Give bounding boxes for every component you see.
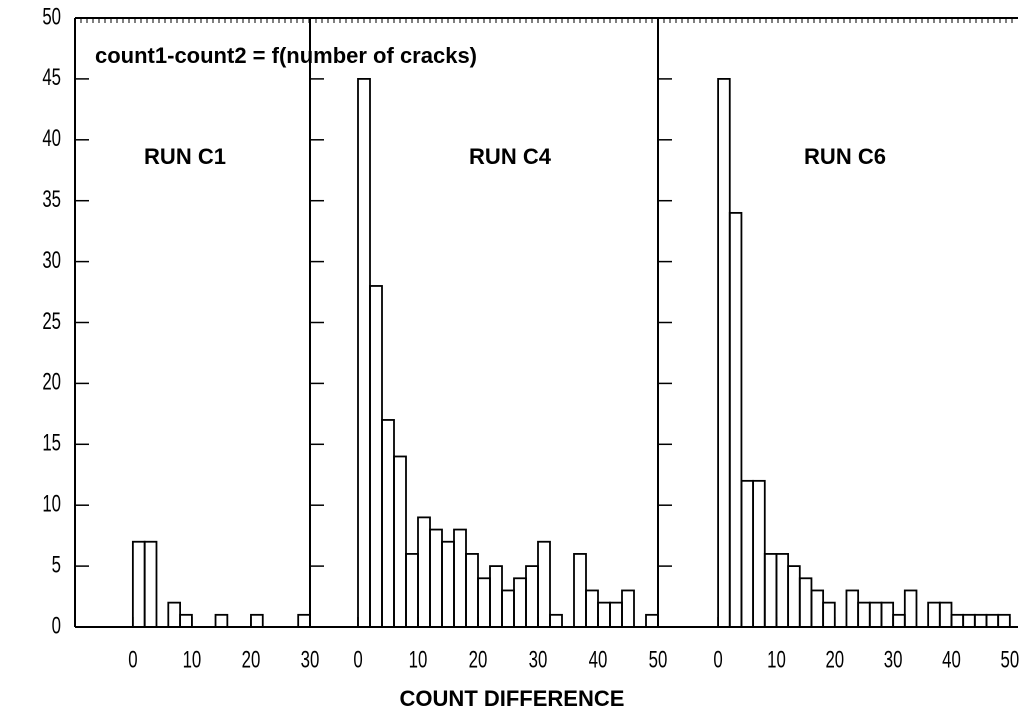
panel-label: RUN C6	[804, 144, 886, 169]
y-tick-label: 45	[42, 64, 61, 91]
histogram-bar	[609, 601, 623, 628]
x-tick-label: 50	[1000, 646, 1019, 673]
histogram-bar	[787, 565, 801, 628]
histogram-bar	[845, 589, 860, 628]
x-tick-label: 20	[242, 646, 261, 673]
x-axis-label: COUNT DIFFERENCE	[400, 686, 625, 711]
x-tick-label: 10	[183, 646, 202, 673]
y-tick-label: 40	[42, 125, 61, 152]
histogram-bar	[880, 601, 895, 628]
panel-label: RUN C4	[469, 144, 552, 169]
x-tick-label: 50	[649, 646, 668, 673]
x-tick-label: 0	[713, 646, 722, 673]
histogram-bar	[822, 601, 836, 628]
histogram-bar	[927, 601, 941, 628]
histogram-bar	[214, 613, 229, 628]
histogram-bar	[717, 78, 731, 628]
y-tick-label: 50	[42, 3, 61, 30]
x-tick-label: 20	[825, 646, 844, 673]
y-tick-label: 35	[42, 186, 61, 213]
histogram-bar	[810, 589, 825, 628]
x-tick-label: 30	[884, 646, 903, 673]
histogram-bar	[143, 540, 158, 628]
y-tick-label: 0	[52, 612, 61, 639]
histogram-bar	[573, 553, 587, 628]
histogram-bar	[962, 613, 976, 628]
histogram-bar	[868, 601, 883, 628]
histogram-bar	[405, 553, 419, 628]
y-tick-label: 15	[42, 430, 61, 457]
histogram-bar	[740, 479, 755, 628]
histogram-bar	[597, 601, 611, 628]
histogram-bar	[250, 613, 264, 628]
histogram-bar	[417, 516, 431, 628]
histogram-bar	[357, 78, 371, 628]
x-tick-label: 10	[767, 646, 786, 673]
x-tick-label: 30	[301, 646, 320, 673]
x-tick-label: 40	[589, 646, 608, 673]
histogram-bar	[381, 419, 395, 628]
x-tick-label: 40	[942, 646, 961, 673]
x-tick-label: 0	[353, 646, 362, 673]
histogram-bar	[903, 589, 918, 628]
histogram-bar	[297, 613, 311, 628]
histogram-bar	[429, 528, 443, 628]
histogram-bar	[763, 553, 778, 628]
histogram-bar	[465, 553, 479, 628]
histogram-bar	[973, 613, 988, 628]
histogram-bar	[950, 613, 965, 628]
histogram-bar	[752, 479, 766, 628]
y-tick-label: 20	[42, 369, 61, 396]
y-tick-label: 10	[42, 491, 61, 518]
histogram-bar	[985, 613, 1000, 628]
histogram-bar	[938, 601, 953, 628]
histogram-bar	[393, 455, 407, 628]
histogram-bar	[997, 613, 1011, 628]
histogram-bar	[621, 589, 635, 628]
histogram-bar	[537, 540, 551, 628]
histogram-bar	[585, 589, 599, 628]
chart-title: count1-count2 = f(number of cracks)	[95, 43, 477, 68]
histogram-bar	[477, 577, 491, 628]
histogram-bar	[131, 540, 146, 628]
histogram-bar	[441, 540, 455, 628]
x-tick-label: 20	[469, 646, 488, 673]
x-tick-label: 30	[529, 646, 548, 673]
histogram-bar	[775, 553, 790, 628]
histogram-bar	[728, 211, 743, 628]
histogram-bar	[525, 565, 539, 628]
histogram-bar	[857, 601, 871, 628]
x-tick-label: 0	[128, 646, 137, 673]
histogram-bar	[453, 528, 467, 628]
histogram-bar	[892, 613, 906, 628]
histogram-bar	[179, 613, 193, 628]
histogram-bar	[369, 285, 383, 628]
histogram-bar	[489, 565, 503, 628]
histogram-bar	[798, 577, 813, 628]
histogram-bar	[645, 613, 659, 628]
panel-label: RUN C1	[144, 144, 226, 169]
histogram-bar	[167, 601, 182, 628]
y-tick-label: 30	[42, 247, 61, 274]
y-tick-label: 5	[52, 552, 61, 579]
histogram-bar	[549, 613, 563, 628]
histogram-bar	[513, 577, 527, 628]
x-tick-label: 10	[409, 646, 428, 673]
histogram-bar	[501, 589, 515, 628]
y-tick-label: 25	[42, 308, 61, 335]
